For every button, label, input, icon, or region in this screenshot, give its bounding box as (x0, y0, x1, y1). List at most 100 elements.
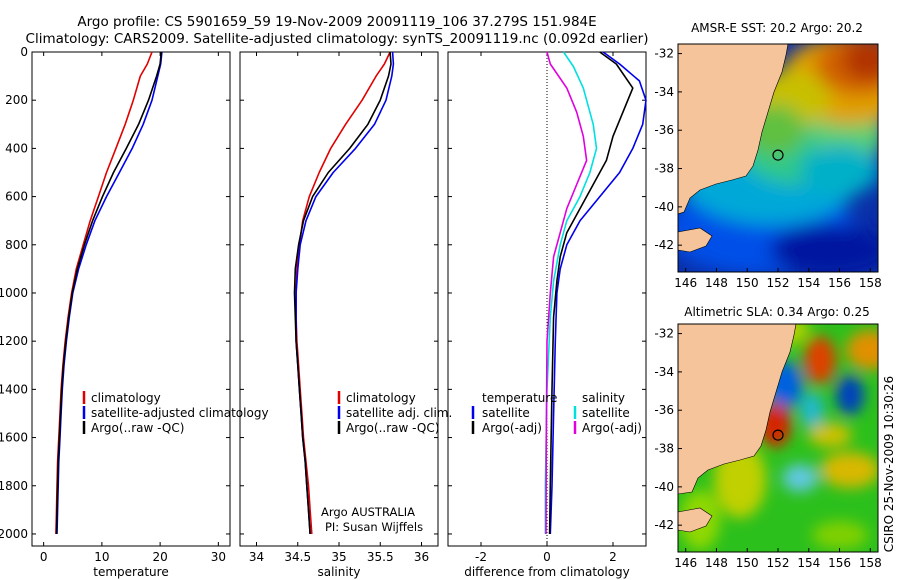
legend-title-temperature: temperature (482, 391, 557, 405)
y-tick-label: 2000 (0, 527, 28, 541)
sla-map-title: Altimetric SLA: 0.34 Argo: 0.25 (684, 305, 869, 319)
difference-panel: -2 0 2 difference from climatology tempera… (447, 51, 647, 579)
map-y-tick-label: -40 (654, 200, 674, 214)
map-x-tick-label: 152 (767, 556, 790, 570)
x-tick-label: 35.5 (367, 550, 394, 564)
map-y-tick-label: -38 (654, 442, 674, 456)
y-tick-label: 1400 (0, 382, 28, 396)
legend-label-argo: Argo(..raw -QC) (346, 421, 439, 435)
map-x-tick-label: 146 (674, 556, 697, 570)
map-y-tick-label: -36 (654, 123, 674, 137)
x-tick-label: 34.5 (284, 550, 311, 564)
map-y-tick-label: -36 (654, 403, 674, 417)
x-tick-label: -2 (475, 550, 487, 564)
salinity-legend: climatology satellite adj. clim. Argo(..… (337, 391, 452, 435)
sst-map-ticks: 146 148 150 152 154 156 158 -32 -34 -36 -38 -40 -42 (654, 47, 881, 290)
legend-title-salinity: salinity (582, 391, 625, 405)
map-x-tick-label: 146 (674, 276, 697, 290)
y-tick-label: 200 (5, 93, 28, 107)
temperature-ticks: 0 10 20 30 0 200 400 600 800 1000 1200 1400 1600 1800… (0, 45, 230, 564)
map-y-tick-label: -32 (654, 47, 674, 61)
x-tick-label: 0 (40, 550, 48, 564)
map-x-tick-label: 148 (705, 556, 728, 570)
x-tick-label: 2 (609, 550, 617, 564)
map-x-tick-label: 148 (705, 276, 728, 290)
sla-map-panel: Altimetric SLA: 0.34 Argo: 0.25 (654, 305, 881, 570)
sst-land (678, 44, 789, 215)
difference-lines (544, 51, 647, 535)
map-x-tick-label: 154 (797, 276, 820, 290)
x-tick-label: 30 (211, 550, 226, 564)
map-x-tick-label: 154 (797, 556, 820, 570)
series-line-salinity-argo-adj (545, 51, 588, 535)
y-tick-label: 1800 (0, 479, 28, 493)
map-x-tick-label: 158 (859, 556, 882, 570)
legend-label-argo: Argo(-adj) (582, 421, 642, 435)
x-tick-label: 0 (543, 550, 551, 564)
series-line-temperature-satellite (549, 51, 647, 535)
series-line-salinity-satellite (544, 51, 598, 534)
sla-map-field (678, 324, 878, 552)
series-line-argo-raw-qc (55, 51, 163, 535)
salinity-panel: 34 34.5 35 35.5 36 salinity climatology sate… (239, 51, 452, 579)
sla-map-ticks: 146 148 150 152 154 156 158 -32 -34 -36 -38 -40 -42 (654, 327, 881, 570)
map-x-tick-label: 150 (736, 556, 759, 570)
y-tick-label: 800 (5, 238, 28, 252)
map-y-tick-label: -32 (654, 327, 674, 341)
temperature-legend: climatology satellite-adjusted climatolo… (82, 391, 269, 435)
annotation-program: Argo AUSTRALIA (321, 505, 415, 519)
map-x-tick-label: 156 (828, 556, 851, 570)
sst-map-field (678, 44, 878, 272)
argo-float-marker (772, 429, 784, 441)
x-tick-label: 10 (94, 550, 109, 564)
temperature-xlabel: temperature (93, 565, 168, 579)
legend-label-satellite: satellite adj. clim. (346, 406, 452, 420)
difference-legend-salinity: salinity satellite Argo(-adj) (573, 391, 642, 435)
map-y-tick-label: -42 (654, 238, 674, 252)
legend-label-argo: Argo(-adj) (482, 421, 542, 435)
x-tick-label: 34 (249, 550, 264, 564)
series-line-climatology (295, 51, 391, 535)
sst-map-panel: AMSR-E SST: 20.2 Argo: 20.2 146 148 150 152… (654, 21, 881, 290)
sst-map-title: AMSR-E SST: 20.2 Argo: 20.2 (691, 21, 863, 35)
salinity-lines (293, 51, 395, 535)
map-y-tick-label: -34 (654, 85, 674, 99)
y-tick-label: 400 (5, 141, 28, 155)
sla-land (678, 324, 797, 495)
legend-label-climatology: climatology (91, 391, 161, 405)
map-x-tick-label: 150 (736, 276, 759, 290)
y-tick-label: 1200 (0, 334, 28, 348)
y-tick-label: 600 (5, 190, 28, 204)
series-line-argo-raw-qc (293, 51, 392, 535)
y-tick-label: 1000 (0, 286, 28, 300)
map-x-tick-label: 156 (828, 276, 851, 290)
y-tick-label: 1600 (0, 431, 28, 445)
annotation-pi: PI: Susan Wijffels (325, 520, 423, 534)
x-tick-label: 20 (152, 550, 167, 564)
difference-legend-temperature: temperature satellite Argo(-adj) (471, 391, 557, 435)
legend-label-climatology: climatology (346, 391, 416, 405)
map-y-tick-label: -42 (654, 518, 674, 532)
y-tick-label: 0 (20, 45, 28, 59)
series-line-temperature-argo-adj (548, 51, 634, 535)
legend-label-satellite: satellite (482, 406, 530, 420)
difference-xlabel: difference from climatology (464, 565, 630, 579)
map-x-tick-label: 158 (859, 276, 882, 290)
argo-float-marker (772, 149, 784, 161)
legend-label-argo: Argo(..raw -QC) (91, 421, 184, 435)
figure-title-line1: Argo profile: CS 5901659_59 19-Nov-2009 … (77, 14, 596, 30)
temperature-plot-frame (31, 51, 231, 547)
x-tick-label: 36 (414, 550, 429, 564)
x-tick-label: 35 (331, 550, 346, 564)
salinity-ticks: 34 34.5 35 35.5 36 (240, 51, 438, 564)
map-y-tick-label: -34 (654, 365, 674, 379)
temperature-lines (55, 51, 163, 535)
salinity-plot-frame (239, 51, 439, 547)
generation-stamp: CSIRO 25-Nov-2009 10:30:26 (882, 376, 896, 552)
salinity-xlabel: salinity (317, 565, 360, 579)
figure-title-line2: Climatology: CARS2009. Satellite-adjuste… (26, 31, 649, 47)
temperature-panel: 0 10 20 30 0 200 400 600 800 1000 1200 1400 1600 1800… (0, 45, 269, 579)
legend-label-satellite: satellite (582, 406, 630, 420)
map-y-tick-label: -40 (654, 480, 674, 494)
